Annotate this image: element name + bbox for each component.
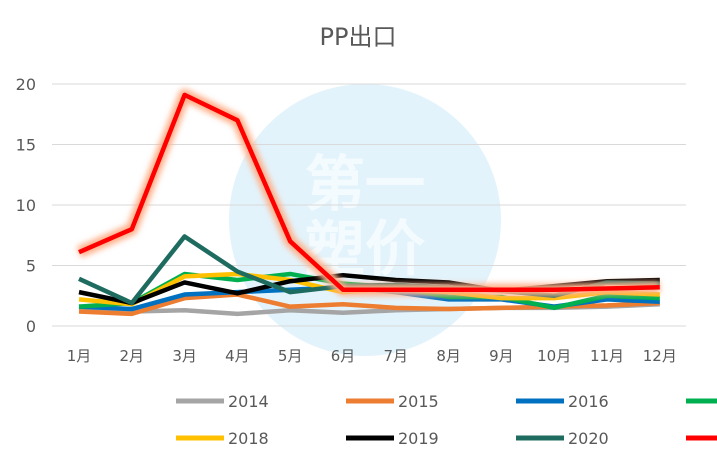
x-tick-label: 6月 <box>331 347 356 365</box>
watermark-text: 第一 <box>305 150 425 220</box>
legend-item-2019: 2019 <box>346 429 439 448</box>
x-tick-label: 1月 <box>67 347 92 365</box>
x-tick-label: 7月 <box>384 347 409 365</box>
legend-label: 2018 <box>228 429 269 448</box>
x-tick-label: 3月 <box>172 347 197 365</box>
x-tick-label: 11月 <box>590 347 624 365</box>
y-tick-label: 0 <box>26 317 36 336</box>
legend-item-2014: 2014 <box>176 392 269 411</box>
x-tick-label: 4月 <box>225 347 250 365</box>
series-line-2021 <box>78 92 660 292</box>
legend-item-2020: 2020 <box>516 429 609 448</box>
legend-label: 2014 <box>228 392 269 411</box>
legend-label: 2015 <box>398 392 439 411</box>
legend-label: 2020 <box>568 429 609 448</box>
y-tick-label: 10 <box>16 196 36 215</box>
y-tick-label: 5 <box>26 257 36 276</box>
x-tick-label: 12月 <box>643 347 677 365</box>
legend-item-2016: 2016 <box>516 392 609 411</box>
x-tick-label: 5月 <box>278 347 303 365</box>
watermark: 第一 塑价 <box>229 84 501 356</box>
y-tick-label: 20 <box>16 75 36 94</box>
y-tick-label: 15 <box>16 136 36 155</box>
legend-item-2018: 2018 <box>176 429 269 448</box>
x-tick-label: 2月 <box>120 347 145 365</box>
x-tick-label: 10月 <box>537 347 571 365</box>
x-tick-label: 9月 <box>489 347 514 365</box>
x-tick-label: 8月 <box>436 347 461 365</box>
chart-title: PP出口 <box>320 23 397 51</box>
legend-label: 2016 <box>568 392 609 411</box>
legend-label: 2019 <box>398 429 439 448</box>
legend-item-2015: 2015 <box>346 392 439 411</box>
legend-item-2021: 2021 <box>686 435 717 441</box>
legend-item-2017: 2017 <box>686 398 717 404</box>
